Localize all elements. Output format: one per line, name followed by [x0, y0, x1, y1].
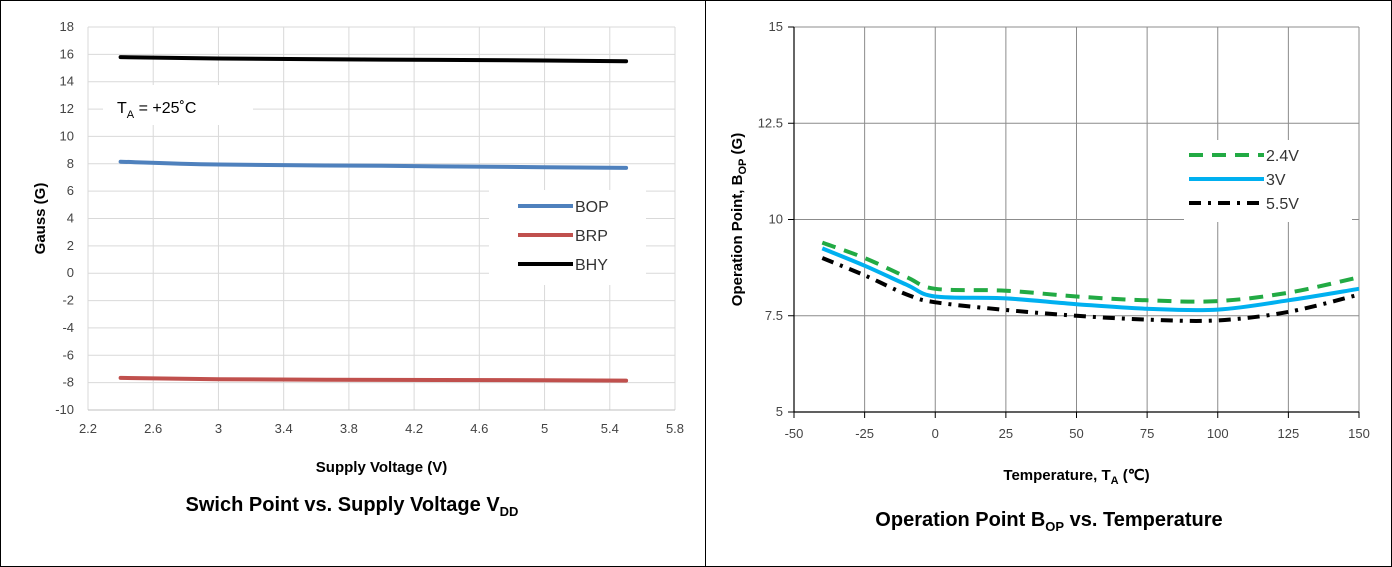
y-tick-label: 12: [60, 101, 74, 116]
x-tick-label: 125: [1278, 426, 1300, 441]
x-tick-label: 0: [932, 426, 939, 441]
y-tick-label: 0: [67, 265, 74, 280]
legend-label-bhy: BHY: [575, 257, 608, 274]
series-line-2-4v: [821, 240, 1360, 304]
y-tick-label: 16: [60, 46, 74, 61]
chart-switch-point: 2.2 2.6 3 3.4 3.8 4.2 4.6 5 5.4 5.8 -10 -8 -6 -4 -2 0 2 4…: [32, 19, 684, 519]
x-tick-label: 100: [1207, 426, 1229, 441]
y-tick-label: 8: [67, 156, 74, 171]
series-line-5-5v: [821, 256, 1360, 323]
x-tick-label: 150: [1348, 426, 1370, 441]
x-tick-label: 5.8: [666, 421, 684, 436]
y-tick-label: 6: [67, 183, 74, 198]
chart-caption: Swich Point vs. Supply Voltage VDD: [186, 494, 519, 519]
x-tick-label: 2.2: [79, 421, 97, 436]
panel-divider: [705, 0, 706, 567]
y-tick-label: 2: [67, 238, 74, 253]
x-tick-label: 3.8: [340, 421, 358, 436]
y-tick-label: 14: [60, 74, 74, 89]
legend-label-bop: BOP: [575, 199, 609, 216]
x-tick-label: -25: [855, 426, 874, 441]
chart-caption: Operation Point BOP vs. Temperature: [875, 509, 1222, 534]
y-tick-label: -4: [62, 320, 74, 335]
legend-label-3v: 3V: [1266, 172, 1286, 189]
y-tick-label: 12.5: [758, 115, 783, 130]
y-tick-label: 7.5: [765, 308, 783, 323]
y-axis-title: Gauss (G): [32, 183, 49, 255]
legend-label-2-4v: 2.4V: [1266, 148, 1299, 165]
x-tick-label: 75: [1140, 426, 1154, 441]
x-tick-label: 3: [215, 421, 222, 436]
legend-label-5-5v: 5.5V: [1266, 196, 1299, 213]
y-tick-label: 18: [60, 19, 74, 34]
y-tick-label: 15: [769, 19, 783, 34]
y-tick-label: -2: [62, 293, 74, 308]
y-tick-label: -10: [55, 402, 74, 417]
x-tick-label: 25: [999, 426, 1013, 441]
x-tick-label: 50: [1069, 426, 1083, 441]
y-tick-label: -6: [62, 347, 74, 362]
series-line-bop: [118, 159, 629, 170]
y-axis-title: Operation Point, BOP (G): [729, 133, 749, 306]
x-axis-title: Supply Voltage (V): [316, 459, 447, 476]
legend-label-brp: BRP: [575, 228, 608, 245]
x-tick-label: 3.4: [275, 421, 293, 436]
x-tick-label: 5: [541, 421, 548, 436]
temperature-annotation: TA = +25˚C: [117, 100, 196, 121]
x-tick-label: -50: [785, 426, 804, 441]
series-line-3v: [821, 246, 1360, 313]
x-tick-label: 4.6: [470, 421, 488, 436]
y-tick-label: -8: [62, 375, 74, 390]
series-line-bhy: [118, 55, 629, 64]
x-tick-label: 2.6: [144, 421, 162, 436]
x-tick-label: 4.2: [405, 421, 423, 436]
y-tick-label: 5: [776, 404, 783, 419]
annotation-box: [103, 85, 253, 125]
y-tick-label: 10: [60, 128, 74, 143]
x-tick-label: 5.4: [601, 421, 619, 436]
series-line-brp: [118, 375, 629, 383]
y-tick-label: 10: [769, 212, 783, 227]
chart-operation-point: -50 -25 0 25 50 75 100 125 150 5 7.5 10 12.5 15 2.4V 3V…: [729, 19, 1370, 534]
y-tick-label: 4: [67, 211, 74, 226]
x-axis-title: Temperature, TA (℃): [1003, 467, 1149, 487]
